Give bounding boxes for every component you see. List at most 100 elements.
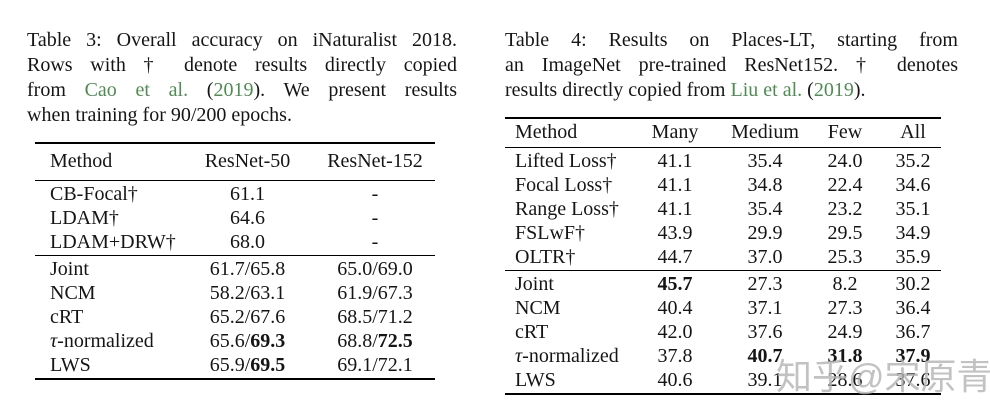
text-run: 69.3 xyxy=(250,330,286,352)
value-cell: 64.6 xyxy=(180,206,315,230)
method-cell: FSLwF† xyxy=(505,221,625,245)
table-row: LDAM† 64.6 - xyxy=(35,206,435,230)
value-cell: 65.9/69.5 xyxy=(180,353,315,379)
text-run: 37.1 xyxy=(747,297,783,319)
value-cell: 36.4 xyxy=(885,296,941,320)
value-cell: 25.3 xyxy=(805,245,885,271)
method-cell: OLTR† xyxy=(505,245,625,271)
table-row: LDAM+DRW† 68.0 - xyxy=(35,230,435,256)
column-header: Many xyxy=(651,121,699,143)
text-run: 41.1 xyxy=(657,174,693,196)
value-cell: 37.0 xyxy=(725,245,805,271)
text-run: 36.7 xyxy=(895,321,931,343)
table-row: cRT 42.0 37.6 24.9 36.7 xyxy=(505,320,941,344)
method-cell: CB-Focal† xyxy=(35,181,180,207)
value-cell: 65.6/69.3 xyxy=(180,329,315,353)
text-run: 64.6 xyxy=(230,207,265,229)
text-run: CB-Focal† xyxy=(50,183,138,205)
value-cell: 34.9 xyxy=(885,221,941,245)
caption-line: results directly copied from Liu et al. … xyxy=(505,78,958,103)
table-row: τ-normalized 37.8 40.7 31.8 37.9 xyxy=(505,344,941,368)
caption-line: Table 4: Results on Places-LT, starting … xyxy=(505,28,958,53)
text-run: 35.4 xyxy=(747,198,783,220)
value-cell: 40.7 xyxy=(725,344,805,368)
value-cell: 41.1 xyxy=(625,197,725,221)
citation-link[interactable]: 2019 xyxy=(213,79,254,101)
value-cell: 35.9 xyxy=(885,245,941,271)
table-row: τ-normalized 65.6/69.3 68.8/72.5 xyxy=(35,329,435,353)
value-cell: 35.4 xyxy=(725,197,805,221)
table-row: Focal Loss† 41.1 34.8 22.4 34.6 xyxy=(505,173,941,197)
text-run: - xyxy=(371,183,379,205)
table-row: cRT 65.2/67.6 68.5/71.2 xyxy=(35,305,435,329)
text-run: 34.6 xyxy=(895,174,931,196)
text-run: 43.9 xyxy=(657,222,693,244)
text-run: -normalized xyxy=(522,345,619,367)
method-cell: NCM xyxy=(505,296,625,320)
value-cell: 61.7/65.8 xyxy=(180,256,315,282)
value-cell: 42.0 xyxy=(625,320,725,344)
text-run: FSLwF† xyxy=(515,222,586,244)
text-run: 37.8 xyxy=(657,345,693,367)
text-run: Focal Loss† xyxy=(515,174,613,196)
method-cell: Focal Loss† xyxy=(505,173,625,197)
text-run: - xyxy=(371,207,379,229)
value-cell: 45.7 xyxy=(625,271,725,297)
citation-link[interactable]: Cao et al. xyxy=(84,79,189,101)
text-run: 27.3 xyxy=(747,273,783,295)
value-cell: 29.5 xyxy=(805,221,885,245)
text-run: Lifted Loss† xyxy=(515,150,617,172)
value-cell: - xyxy=(315,230,435,256)
header-row: Method Many Medium Few All xyxy=(505,118,941,148)
text-run: 23.2 xyxy=(827,198,863,220)
text-run: 42.0 xyxy=(657,321,693,343)
value-cell: 37.6 xyxy=(885,368,941,394)
table3-caption: Table 3: Overall accuracy on iNaturalist… xyxy=(27,28,457,128)
text-run: -normalized xyxy=(57,330,154,352)
method-cell: Lifted Loss† xyxy=(505,148,625,174)
value-cell: 27.3 xyxy=(725,271,805,297)
method-cell: cRT xyxy=(35,305,180,329)
text-run: 24.0 xyxy=(827,150,863,172)
text-run: 69.5 xyxy=(250,354,286,376)
value-cell: 44.7 xyxy=(625,245,725,271)
value-cell: 34.6 xyxy=(885,173,941,197)
text-run: Joint xyxy=(515,273,554,295)
citation-link[interactable]: 2019 xyxy=(813,79,854,101)
caption-line: Table 3: Overall accuracy on iNaturalist… xyxy=(27,28,457,53)
value-cell: 37.1 xyxy=(725,296,805,320)
column-header: Medium xyxy=(731,121,799,143)
value-cell: 40.4 xyxy=(625,296,725,320)
table-row: NCM 58.2/63.1 61.9/67.3 xyxy=(35,281,435,305)
text-run: 39.1 xyxy=(747,369,783,391)
table4: Method Many Medium Few All Lifted Loss† 41.1 35… xyxy=(505,117,941,395)
text-run: LDAM+DRW† xyxy=(50,231,176,253)
table-row: Joint 45.7 27.3 8.2 30.2 xyxy=(505,271,941,297)
text-run: 28.6 xyxy=(827,369,863,391)
text-run: 44.7 xyxy=(657,246,693,268)
value-cell: 58.2/63.1 xyxy=(180,281,315,305)
text-run: 61.7/65.8 xyxy=(209,258,286,280)
table3: Method ResNet-50 ResNet-152 CB-Focal† 61.1- L… xyxy=(35,142,435,380)
text-run: 72.5 xyxy=(377,330,413,352)
value-cell: 8.2 xyxy=(805,271,885,297)
text-run: 25.3 xyxy=(827,246,863,268)
text-run: results directly copied from xyxy=(505,79,731,101)
text-run: ). xyxy=(853,79,866,101)
citation-link[interactable]: Liu et al. xyxy=(730,79,803,101)
value-cell: 61.9/67.3 xyxy=(315,281,435,305)
method-cell: Joint xyxy=(505,271,625,297)
text-run: 69.1/72.1 xyxy=(337,354,413,376)
text-run: 29.5 xyxy=(827,222,863,244)
table4-caption: Table 4: Results on Places-LT, starting … xyxy=(505,28,958,103)
value-cell: 40.6 xyxy=(625,368,725,394)
column-header: ResNet-50 xyxy=(204,150,291,172)
table-row: LWS 40.6 39.1 28.6 37.6 xyxy=(505,368,941,394)
text-run: OLTR† xyxy=(515,246,576,268)
caption-line: Rows with † denote results directly copi… xyxy=(27,53,457,78)
value-cell: 35.4 xyxy=(725,148,805,174)
text-run: 61.9/67.3 xyxy=(337,282,413,304)
method-cell: Joint xyxy=(35,256,180,282)
value-cell: 36.7 xyxy=(885,320,941,344)
column-header: Method xyxy=(515,121,578,143)
